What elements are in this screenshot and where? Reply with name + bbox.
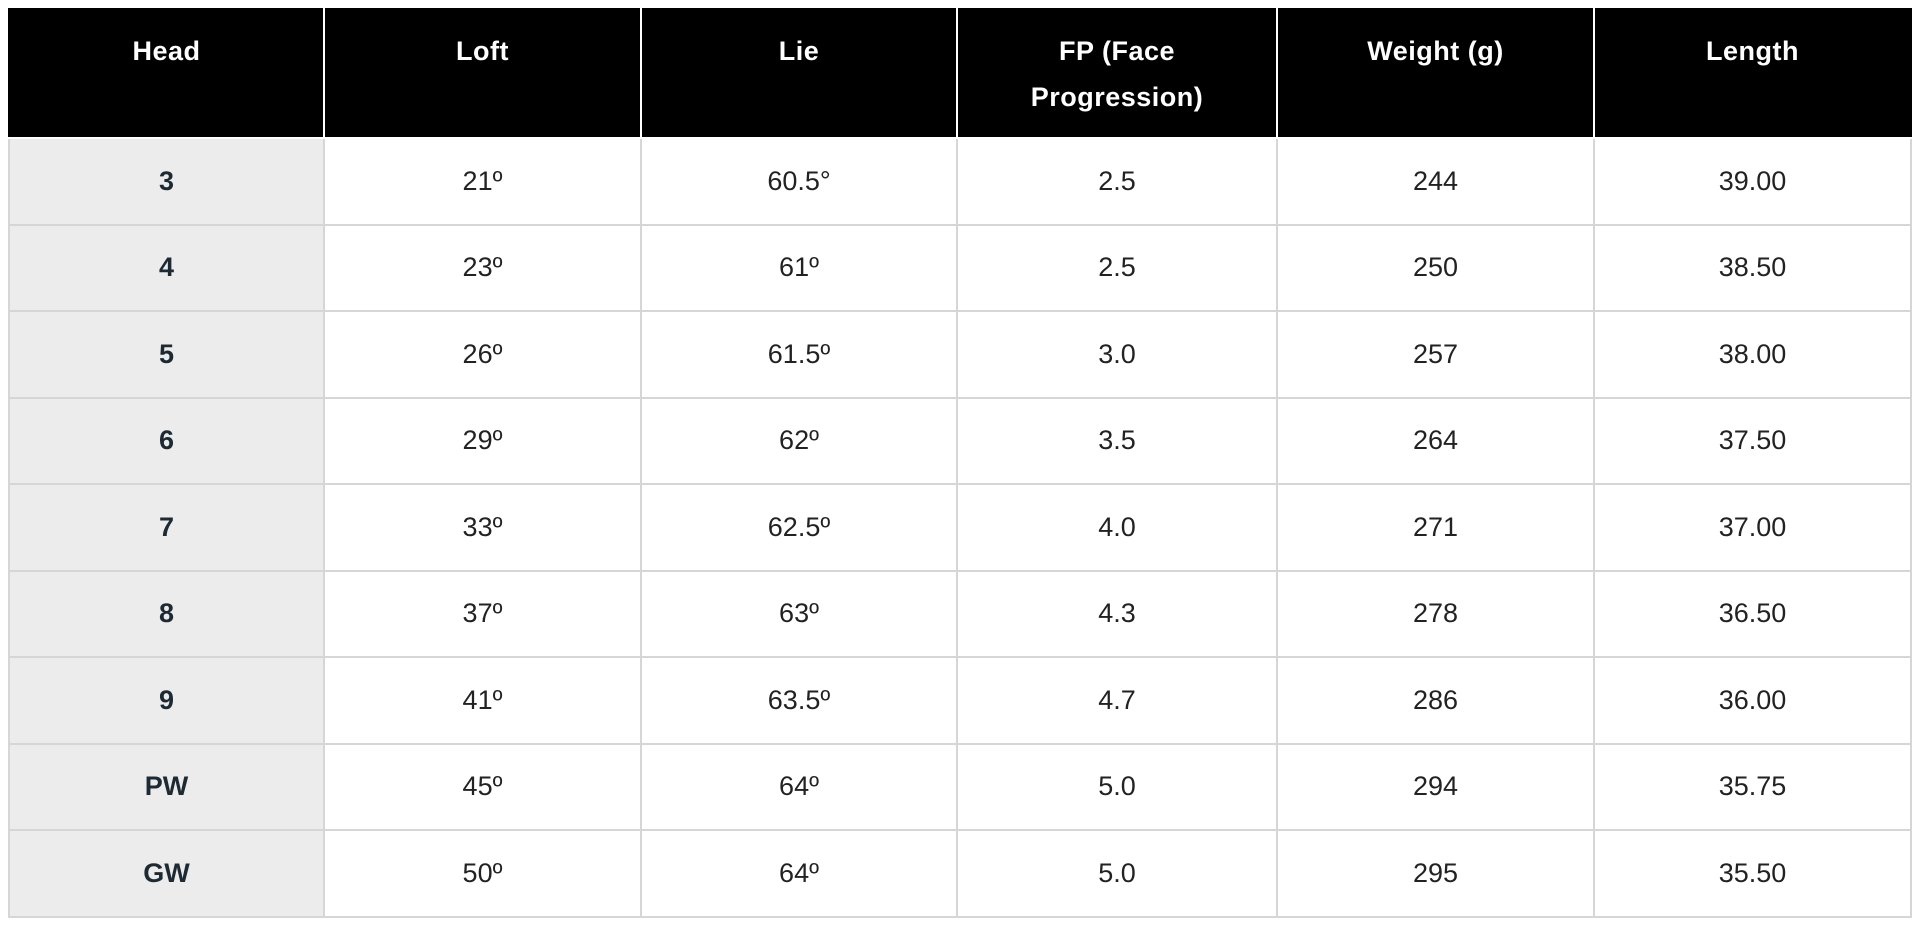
table-cell: 4.0 bbox=[956, 483, 1278, 572]
table-row: 9 41º 63.5º 4.7 286 36.00 bbox=[8, 656, 1912, 745]
table-row: 5 26º 61.5º 3.0 257 38.00 bbox=[8, 310, 1912, 399]
table-cell: 64º bbox=[640, 742, 958, 831]
table-cell: 295 bbox=[1276, 829, 1595, 918]
table-row: 6 29º 62º 3.5 264 37.50 bbox=[8, 396, 1912, 485]
table-cell: 50º bbox=[323, 829, 642, 918]
header-row: Head Loft Lie FP (Face Progression) Weight (… bbox=[8, 8, 1912, 139]
table-cell: 37º bbox=[323, 569, 642, 658]
table-cell: 2.5 bbox=[956, 137, 1278, 226]
table-row: 8 37º 63º 4.3 278 36.50 bbox=[8, 569, 1912, 658]
table-cell: 271 bbox=[1276, 483, 1595, 572]
table-cell: 45º bbox=[323, 742, 642, 831]
head-cell: 8 bbox=[8, 569, 325, 658]
table-cell: 63º bbox=[640, 569, 958, 658]
table-cell: 37.50 bbox=[1593, 396, 1912, 485]
column-header: Lie bbox=[640, 8, 958, 139]
table-row: 3 21º 60.5° 2.5 244 39.00 bbox=[8, 137, 1912, 226]
column-header: Head bbox=[8, 8, 325, 139]
head-cell: 7 bbox=[8, 483, 325, 572]
head-cell: PW bbox=[8, 742, 325, 831]
table-row: 7 33º 62.5º 4.0 271 37.00 bbox=[8, 483, 1912, 572]
table-cell: 244 bbox=[1276, 137, 1595, 226]
table-row: GW 50º 64º 5.0 295 35.50 bbox=[8, 829, 1912, 918]
head-cell: 5 bbox=[8, 310, 325, 399]
table-cell: 5.0 bbox=[956, 742, 1278, 831]
table-cell: 36.50 bbox=[1593, 569, 1912, 658]
table-row: PW 45º 64º 5.0 294 35.75 bbox=[8, 742, 1912, 831]
table-cell: 35.50 bbox=[1593, 829, 1912, 918]
head-cell: GW bbox=[8, 829, 325, 918]
table-cell: 39.00 bbox=[1593, 137, 1912, 226]
table-cell: 2.5 bbox=[956, 223, 1278, 312]
head-cell: 4 bbox=[8, 223, 325, 312]
table-cell: 294 bbox=[1276, 742, 1595, 831]
table-cell: 35.75 bbox=[1593, 742, 1912, 831]
column-header: Length bbox=[1593, 8, 1912, 139]
table-cell: 61º bbox=[640, 223, 958, 312]
head-cell: 6 bbox=[8, 396, 325, 485]
table-cell: 4.3 bbox=[956, 569, 1278, 658]
table-cell: 62º bbox=[640, 396, 958, 485]
table-cell: 63.5º bbox=[640, 656, 958, 745]
table-row: 4 23º 61º 2.5 250 38.50 bbox=[8, 223, 1912, 312]
table-cell: 60.5° bbox=[640, 137, 958, 226]
table-cell: 4.7 bbox=[956, 656, 1278, 745]
table-cell: 257 bbox=[1276, 310, 1595, 399]
table-cell: 278 bbox=[1276, 569, 1595, 658]
column-header: Loft bbox=[323, 8, 642, 139]
table-cell: 23º bbox=[323, 223, 642, 312]
head-cell: 9 bbox=[8, 656, 325, 745]
table-cell: 264 bbox=[1276, 396, 1595, 485]
table-cell: 38.00 bbox=[1593, 310, 1912, 399]
table-cell: 62.5º bbox=[640, 483, 958, 572]
table-cell: 36.00 bbox=[1593, 656, 1912, 745]
specs-table: Head Loft Lie FP (Face Progression) Weight (… bbox=[8, 8, 1912, 918]
table-cell: 250 bbox=[1276, 223, 1595, 312]
table-cell: 3.0 bbox=[956, 310, 1278, 399]
table-cell: 26º bbox=[323, 310, 642, 399]
table-cell: 5.0 bbox=[956, 829, 1278, 918]
head-cell: 3 bbox=[8, 137, 325, 226]
column-header: Weight (g) bbox=[1276, 8, 1595, 139]
column-header: FP (Face Progression) bbox=[956, 8, 1278, 139]
table-cell: 61.5º bbox=[640, 310, 958, 399]
table-body: 3 21º 60.5° 2.5 244 39.00 4 23º 61º 2.5 250 38.50 5 2… bbox=[8, 137, 1912, 918]
table-cell: 33º bbox=[323, 483, 642, 572]
table-cell: 29º bbox=[323, 396, 642, 485]
table-cell: 21º bbox=[323, 137, 642, 226]
table-cell: 37.00 bbox=[1593, 483, 1912, 572]
table-cell: 64º bbox=[640, 829, 958, 918]
table-cell: 38.50 bbox=[1593, 223, 1912, 312]
table-cell: 3.5 bbox=[956, 396, 1278, 485]
table-cell: 286 bbox=[1276, 656, 1595, 745]
table-cell: 41º bbox=[323, 656, 642, 745]
